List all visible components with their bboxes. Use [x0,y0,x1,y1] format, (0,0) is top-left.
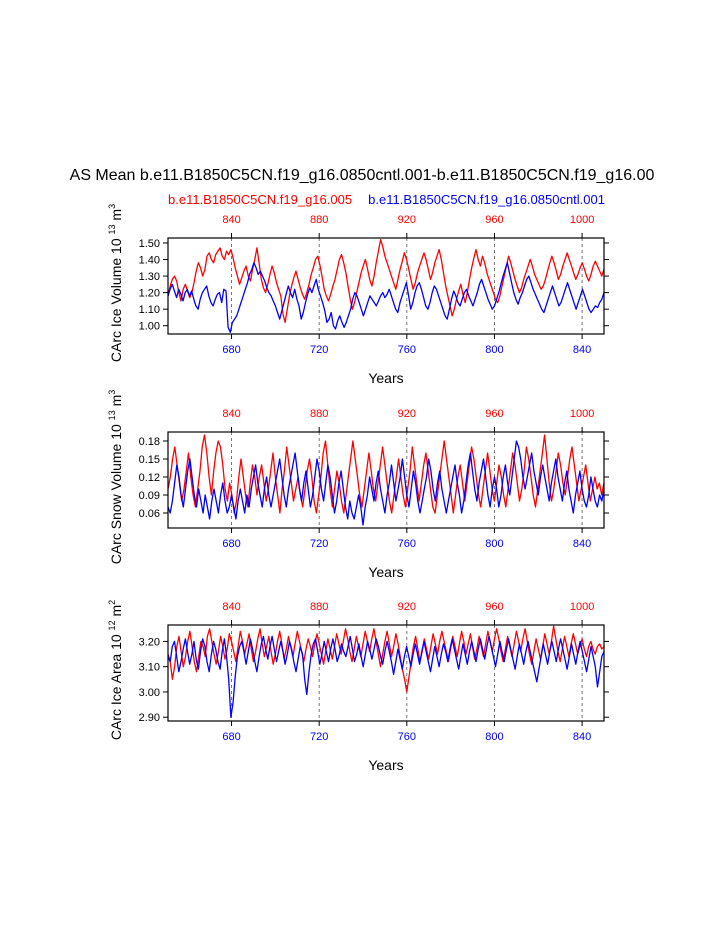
y-axis-label: CArc Ice Area 10 12 m2 [107,600,124,740]
x-tick-label-bottom: 680 [222,538,240,550]
series-line-blue [167,262,605,333]
x-tick-label-bottom: 800 [485,538,503,550]
x-tick-label-bottom: 840 [573,344,591,356]
chart-panel-2: 0.06 0.09 0.12 0.15 0.18 680 720 760 800 840 840 88… [107,390,609,580]
x-tick-label-top: 960 [485,214,503,226]
x-tick-label-bottom: 760 [398,731,416,743]
series-line-red [167,625,605,693]
x-tick-label-top: 840 [222,214,240,226]
chart-panel-1: 1.00 1.10 1.20 1.30 1.40 1.50 680 720 760 800 840 8… [107,204,609,386]
chart-panel-3: 2.90 3.00 3.10 3.20 680 720 760 800 840 840 880 920… [107,600,609,773]
series-line-blue [167,635,605,718]
x-tick-label-bottom: 720 [310,731,328,743]
y-tick-label: 0.12 [139,472,160,484]
series-line-red [167,239,605,324]
x-tick-label-top: 840 [222,601,240,613]
x-tick-label-top: 1000 [570,214,594,226]
x-tick-label-bottom: 680 [222,344,240,356]
plot-frame [167,237,605,335]
x-axis-label: Years [368,564,403,580]
x-tick-label-top: 880 [310,214,328,226]
x-tick-label-bottom: 840 [573,538,591,550]
x-tick-label-top: 1000 [570,601,594,613]
y-axis-label: CArc Ice Volume 10 13 m3 [107,204,124,362]
x-axis-label: Years [368,370,403,386]
x-tick-label-bottom: 720 [310,344,328,356]
y-tick-label: 1.30 [139,271,160,283]
y-tick-label: 1.50 [139,238,160,250]
y-tick-label: 3.20 [139,636,160,648]
x-tick-label-bottom: 760 [398,538,416,550]
y-tick-label: 2.90 [139,712,160,724]
y-axis-label: CArc Snow Volume 10 13 m3 [107,390,124,565]
x-tick-label-bottom: 800 [485,344,503,356]
series-line-blue [167,440,605,526]
x-tick-label-bottom: 760 [398,344,416,356]
y-tick-label: 1.40 [139,255,160,267]
x-tick-label-bottom: 800 [485,731,503,743]
figure-title: AS Mean b.e11.B1850C5CN.f19_g16.0850cntl… [70,167,655,184]
y-tick-label: 1.20 [139,288,160,300]
plot-frame [167,624,605,722]
case-label-red: b.e11.B1850C5CN.f19_g16.005 [168,192,352,207]
y-tick-label: 0.09 [139,490,160,502]
y-tick-label: 0.18 [139,436,160,448]
y-tick-label: 0.15 [139,454,160,466]
plot-frame [167,431,605,529]
x-tick-label-top: 840 [222,408,240,420]
x-tick-label-top: 960 [485,601,503,613]
x-tick-label-bottom: 840 [573,731,591,743]
x-tick-label-top: 920 [398,601,416,613]
y-tick-label: 1.10 [139,304,160,316]
x-tick-label-top: 960 [485,408,503,420]
series-line-red [167,434,605,514]
x-tick-label-top: 880 [310,601,328,613]
x-tick-label-top: 920 [398,408,416,420]
y-tick-label: 3.00 [139,687,160,699]
x-tick-label-top: 1000 [570,408,594,420]
x-tick-label-top: 880 [310,408,328,420]
y-tick-label: 0.06 [139,508,160,520]
x-axis-label: Years [368,757,403,773]
y-tick-label: 3.10 [139,662,160,674]
x-tick-label-top: 920 [398,214,416,226]
y-tick-label: 1.00 [139,321,160,333]
case-label-blue: b.e11.B1850C5CN.f19_g16.0850cntl.001 [368,192,605,207]
x-tick-label-bottom: 720 [310,538,328,550]
x-tick-label-bottom: 680 [222,731,240,743]
